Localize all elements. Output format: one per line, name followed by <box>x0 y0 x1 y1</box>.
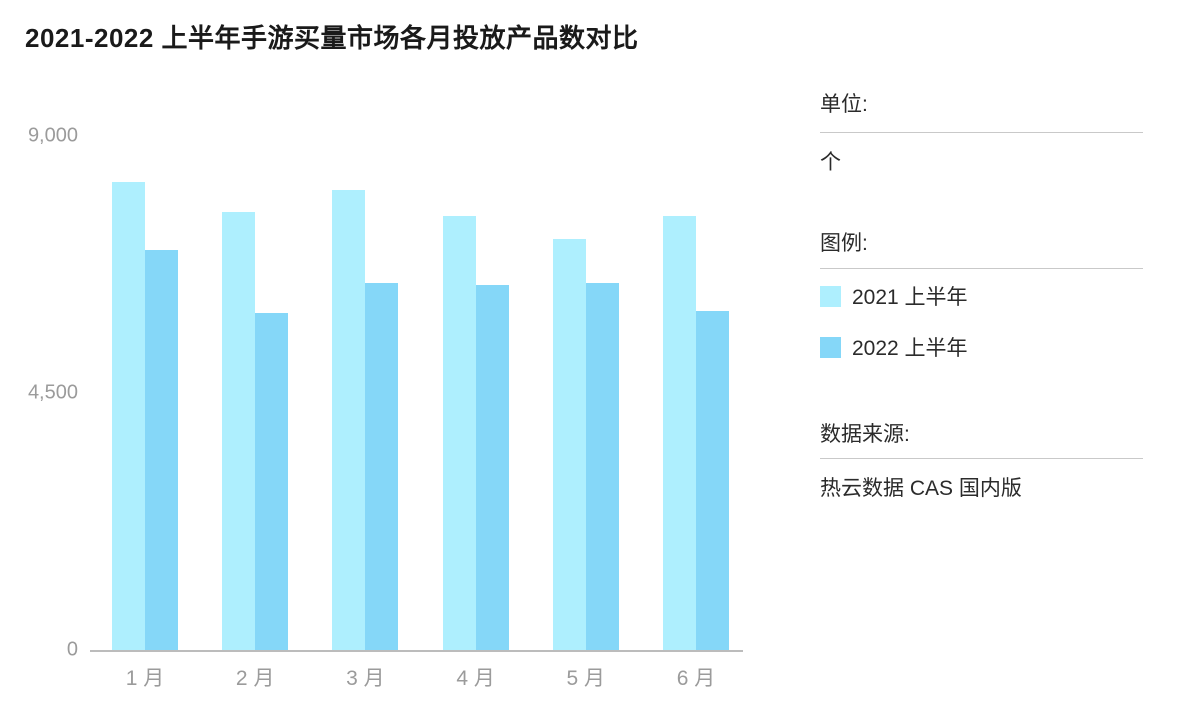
x-tick-label: 5 月 <box>566 667 606 690</box>
bar-group-month-6 <box>663 216 729 650</box>
bar-2021-上半年-m3 <box>332 190 366 650</box>
bar-2021-上半年-m2 <box>222 212 256 650</box>
unit-value: 个 <box>820 151 841 174</box>
legend-label: 2022 上半年 <box>852 337 968 360</box>
x-tick-label: 6 月 <box>676 667 716 690</box>
legend-item: 2022 上半年 <box>820 336 968 360</box>
bar-2022-上半年-m6 <box>696 311 729 650</box>
x-tick-label: 3 月 <box>346 667 385 690</box>
bar-2021-上半年-m5 <box>552 239 586 650</box>
bar-2022-上半年-m5 <box>585 283 619 650</box>
bar-group-month-3 <box>332 190 399 650</box>
legend-label: 2021 上半年 <box>852 286 968 309</box>
x-tick-label: 4 月 <box>456 667 495 690</box>
bar-2021-上半年-m6 <box>663 216 696 650</box>
legend: 2021 上半年 2022 上半年 <box>820 285 968 387</box>
legend-item: 2021 上半年 <box>820 285 968 309</box>
bar-group-month-4 <box>442 216 509 650</box>
bar-2022-上半年-m1 <box>145 250 178 650</box>
unit-heading: 单位: <box>820 93 868 116</box>
bar-2022-上半年-m3 <box>365 283 399 650</box>
source-value: 热云数据 CAS 国内版 <box>820 477 1022 500</box>
legend-divider <box>820 268 1143 269</box>
legend-swatch <box>820 285 841 307</box>
bar-group-month-1 <box>112 182 178 650</box>
y-tick-label: 0 <box>66 638 78 661</box>
source-heading: 数据来源: <box>820 423 910 446</box>
bar-2021-上半年-m1 <box>112 182 145 650</box>
legend-swatch <box>820 336 841 358</box>
bar-2022-上半年-m4 <box>475 285 509 650</box>
y-tick-label: 9,000 <box>27 124 78 147</box>
info-panel: 单位: 个 图例: 2021 上半年 2022 上半年 数据来源: 热云数据 CA… <box>820 0 1143 720</box>
x-tick-label: 2 月 <box>235 667 275 690</box>
bar-group-month-2 <box>222 212 289 650</box>
bar-group-month-5 <box>552 239 619 650</box>
unit-divider <box>820 132 1143 133</box>
y-tick-label: 4,500 <box>27 381 78 404</box>
plot-area <box>90 136 743 652</box>
chart-title: 2021-2022 上半年手游买量市场各月投放产品数对比 <box>25 23 639 53</box>
bar-2021-上半年-m4 <box>442 216 476 650</box>
legend-heading: 图例: <box>820 232 868 255</box>
x-tick-label: 1 月 <box>125 667 165 690</box>
bar-2022-上半年-m2 <box>255 313 289 650</box>
source-divider <box>820 458 1143 459</box>
